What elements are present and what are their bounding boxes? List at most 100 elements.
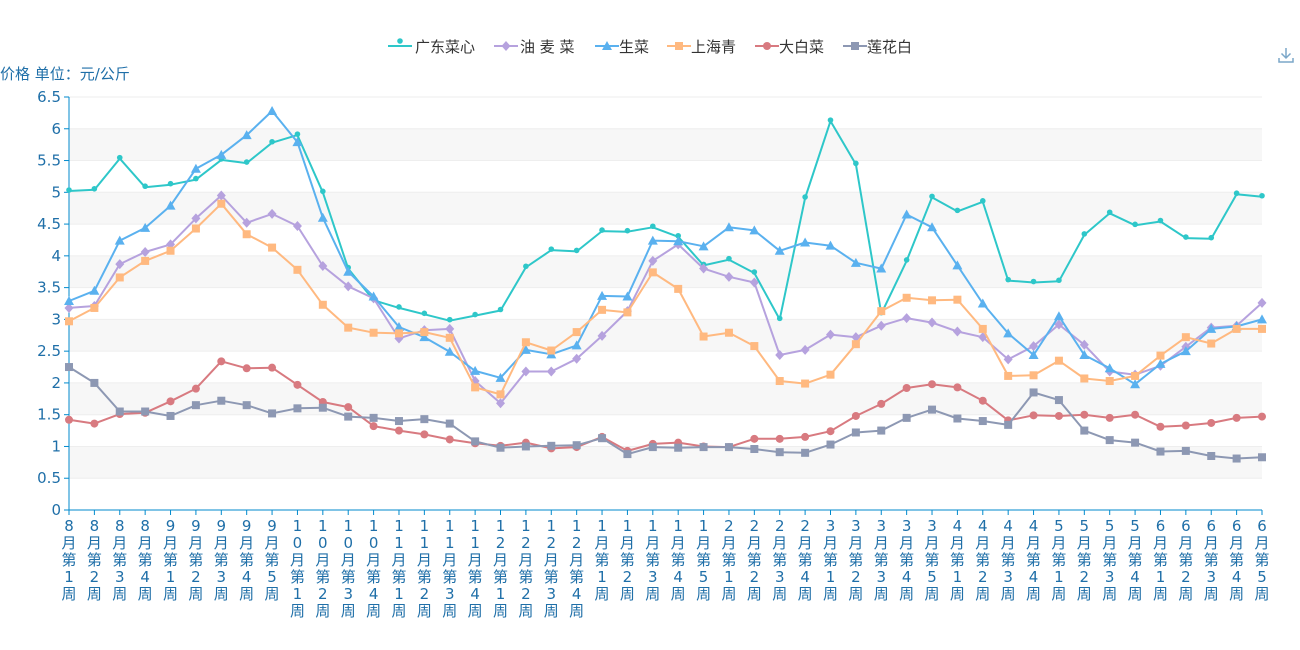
data-point <box>268 363 277 372</box>
series-6 <box>65 363 1266 463</box>
data-point <box>1207 451 1216 460</box>
data-point <box>953 383 962 392</box>
x-tick-label: 9 月第 1 周 <box>163 517 178 603</box>
data-point <box>572 353 582 364</box>
data-point <box>369 422 378 431</box>
data-point <box>827 117 834 123</box>
data-point <box>1181 421 1190 430</box>
x-tick-label: 8 月第 3 周 <box>112 517 127 603</box>
data-point <box>521 366 531 377</box>
data-point <box>393 322 404 332</box>
series-line <box>68 360 1263 452</box>
data-point <box>445 333 454 342</box>
grid-lines <box>69 96 1262 479</box>
data-point <box>1029 371 1038 380</box>
data-point <box>1156 447 1165 456</box>
data-point <box>750 434 759 443</box>
data-point <box>1029 388 1038 397</box>
x-tick-label: 2 月第 4 周 <box>798 517 813 603</box>
x-tick-label: 1 0 月第 3 周 <box>341 517 356 620</box>
data-point <box>1259 192 1265 199</box>
data-point <box>497 306 504 313</box>
data-point <box>292 137 303 147</box>
data-point <box>1258 412 1266 421</box>
data-point <box>89 285 100 295</box>
data-point <box>64 302 74 313</box>
data-point <box>344 403 353 412</box>
data-point <box>140 247 150 258</box>
data-point <box>775 448 784 457</box>
legend-item: 上海青 <box>667 38 736 56</box>
data-point <box>293 380 302 389</box>
data-point <box>1080 426 1089 435</box>
x-tick-label: 1 0 月第 1 周 <box>290 517 305 620</box>
data-point <box>269 138 275 145</box>
x-tick-label: 1 1 月第 3 周 <box>442 517 457 620</box>
data-point <box>470 365 481 375</box>
data-point <box>1081 231 1088 237</box>
data-point <box>1206 323 1217 333</box>
x-tick-label: 6 月第 3 周 <box>1204 517 1219 603</box>
data-point <box>521 338 530 347</box>
data-point <box>775 377 784 386</box>
data-point <box>90 303 99 312</box>
data-point <box>850 257 861 267</box>
data-point <box>1104 363 1115 373</box>
data-point <box>623 308 632 317</box>
data-point <box>343 266 354 276</box>
data-point <box>471 383 480 392</box>
data-point <box>1004 371 1013 380</box>
series-4 <box>65 199 1266 399</box>
legend-label: 广东菜心 <box>415 38 475 56</box>
data-point <box>115 273 124 282</box>
data-point <box>520 344 531 354</box>
x-axis-ticks: 8 月第 1 周 8 月第 2 周 8 月第 3 周 8 月第 4 周 9 月第 1 周 9 月第 2 周 9 月第 3 周 9 月第 4 周… <box>61 510 1270 620</box>
data-point <box>1079 349 1090 359</box>
data-point <box>1003 328 1014 338</box>
data-point <box>750 445 759 454</box>
data-point <box>166 246 175 255</box>
data-point <box>1131 410 1140 419</box>
data-point <box>927 317 937 328</box>
data-point <box>800 237 811 247</box>
data-point <box>801 448 810 457</box>
data-point <box>420 430 429 439</box>
series-line <box>68 194 1263 405</box>
x-tick-label: 1 月第 1 周 <box>595 517 610 603</box>
data-point <box>1258 453 1266 462</box>
y-tick-label: 4.5 <box>37 215 61 233</box>
data-point <box>548 246 555 252</box>
x-tick-label: 9 月第 5 周 <box>265 517 280 603</box>
grid-band <box>69 446 1262 479</box>
data-point <box>496 390 505 399</box>
x-tick-label: 6 月第 5 周 <box>1254 517 1269 603</box>
data-point <box>217 199 226 208</box>
data-point <box>142 183 148 190</box>
data-point <box>1131 438 1140 447</box>
data-point <box>1232 454 1241 463</box>
legend-item: 莲花白 <box>843 38 912 56</box>
data-point <box>800 344 810 355</box>
x-tick-label: 1 月第 3 周 <box>645 517 660 603</box>
x-tick-label: 4 月第 1 周 <box>950 517 965 603</box>
data-point <box>369 413 378 422</box>
data-point <box>472 311 478 318</box>
data-point <box>775 349 785 360</box>
data-point <box>191 224 200 233</box>
data-point <box>801 432 810 441</box>
data-point <box>902 384 911 393</box>
grid-band <box>69 128 1262 161</box>
x-tick-label: 1 2 月第 2 周 <box>518 517 533 620</box>
download-icon[interactable] <box>1276 45 1296 65</box>
y-axis-ticks: 0 0.5 1 1.5 2 2.5 3 3.5 4 4.5 5 5.5 6 6.5 <box>37 88 69 519</box>
x-tick-label: 9 月第 2 周 <box>188 517 203 603</box>
data-point <box>241 130 252 140</box>
data-point <box>343 281 353 292</box>
data-point <box>140 222 151 232</box>
data-point <box>1029 341 1039 352</box>
data-point <box>1029 411 1038 420</box>
data-point <box>1105 377 1114 386</box>
series-line <box>68 202 1262 396</box>
data-point <box>751 269 758 275</box>
